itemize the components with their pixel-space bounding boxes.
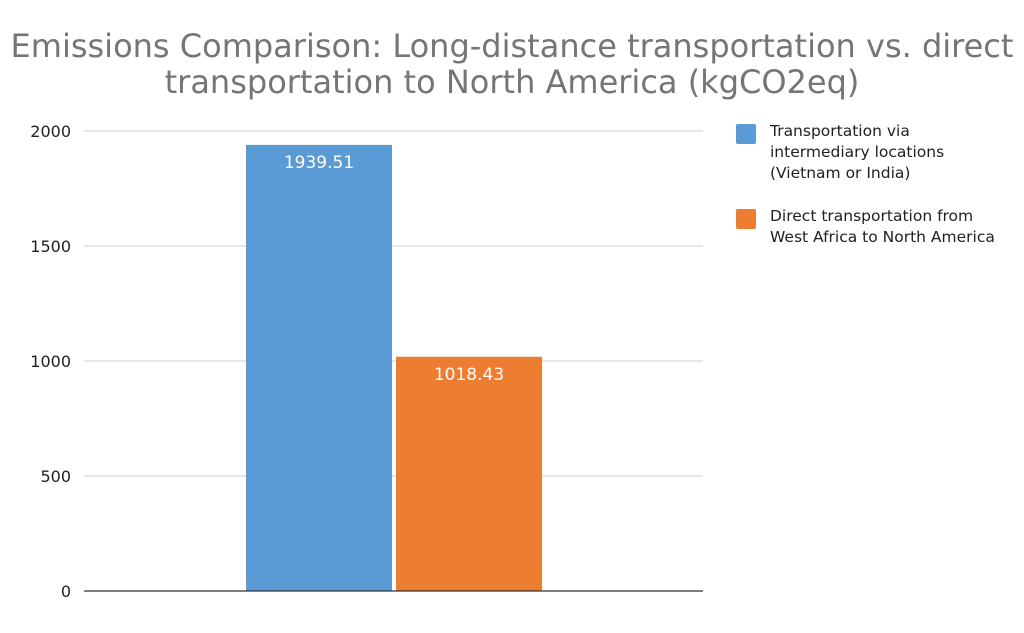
y-tick-label-1500: 1500	[30, 237, 71, 256]
y-tick-label-1000: 1000	[30, 352, 71, 371]
y-tick-label-500: 500	[40, 467, 71, 486]
chart-title-line-1: Emissions Comparison: Long-distance tran…	[10, 27, 1014, 65]
y-tick-label-2000: 2000	[30, 122, 71, 141]
chart-title: Emissions Comparison: Long-distance tran…	[0, 28, 1024, 100]
data-label-series-2: 1018.43	[434, 365, 504, 385]
chart-title-line-2: transportation to North America (kgCO2eq…	[164, 63, 860, 101]
y-tick-label-0: 0	[61, 582, 71, 601]
legend-label-direct: Direct transportation from West Africa t…	[770, 207, 995, 246]
legend-item-intermediary: Transportation via intermediary location…	[736, 121, 1006, 184]
legend-swatch-intermediary	[736, 124, 756, 144]
legend-swatch-direct	[736, 209, 756, 229]
bar-series-1	[246, 144, 392, 591]
chart-legend: Transportation via intermediary location…	[736, 121, 1006, 270]
data-label-series-1: 1939.51	[284, 153, 354, 173]
legend-item-direct: Direct transportation from West Africa t…	[736, 206, 1006, 248]
legend-label-intermediary: Transportation via intermediary location…	[770, 122, 945, 182]
bar-series-2	[396, 356, 542, 591]
